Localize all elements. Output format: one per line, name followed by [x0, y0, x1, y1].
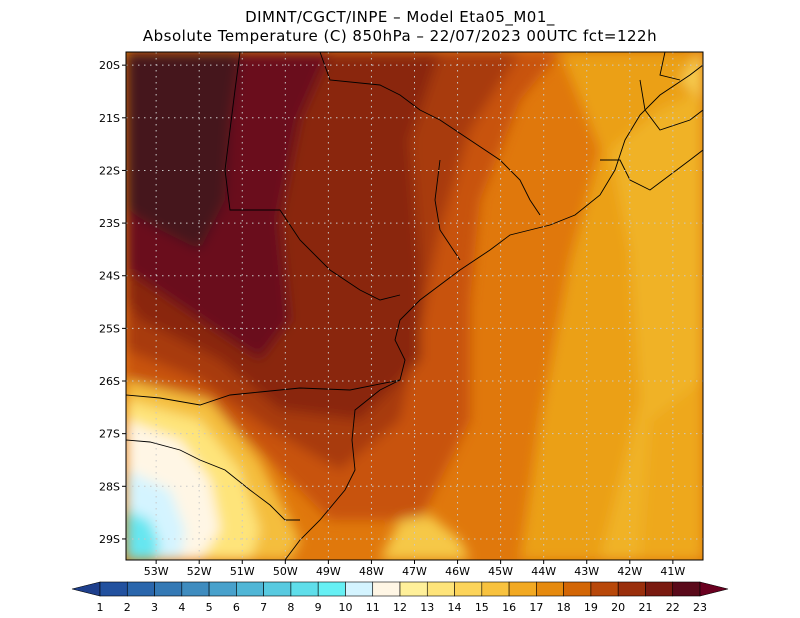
colorbar-swatch	[617, 581, 646, 597]
colorbar-swatch	[536, 581, 564, 597]
lat-tick-label: 23S	[99, 217, 120, 230]
lon-tick-label: 52W	[187, 565, 212, 578]
lon-tick-label: 47W	[402, 565, 427, 578]
colorbar-swatch	[99, 581, 128, 597]
graticule	[126, 52, 703, 560]
lat-tick-label: 29S	[99, 533, 120, 546]
lat-tick-label: 25S	[99, 322, 120, 335]
lat-tick-label: 24S	[99, 270, 120, 283]
colorbar-label: 16	[502, 601, 516, 614]
lon-tick-label: 51W	[230, 565, 255, 578]
colorbar-swatch	[563, 581, 592, 597]
colorbar-swatch	[508, 581, 537, 597]
lon-tick-label: 41W	[660, 565, 685, 578]
colorbar-label: 7	[260, 601, 267, 614]
colorbar-label: 18	[557, 601, 571, 614]
colorbar-label: 14	[448, 601, 462, 614]
lon-tick-label: 50W	[273, 565, 298, 578]
colorbar: 1 2 3 4 5 6 7 8 9 10 11 12 13 14 15 16 17 18 19 20 21 22 23	[71, 581, 729, 614]
colorbar-arrow-left	[71, 581, 101, 597]
colorbar-label: 17	[529, 601, 543, 614]
colorbar-label: 12	[393, 601, 407, 614]
lat-tick-label: 22S	[99, 164, 120, 177]
colorbar-label: 11	[366, 601, 380, 614]
boundaries	[126, 52, 703, 560]
colorbar-label: 8	[287, 601, 294, 614]
lon-tick-label: 49W	[316, 565, 341, 578]
lon-tick-label: 48W	[359, 565, 384, 578]
colorbar-swatch	[481, 581, 510, 597]
colorbar-label: 6	[233, 601, 240, 614]
colorbar-swatch	[290, 581, 319, 597]
colorbar-swatch	[126, 581, 155, 597]
colorbar-label: 13	[420, 601, 434, 614]
lat-tick-label: 28S	[99, 480, 120, 493]
colorbar-label: 2	[124, 601, 131, 614]
colorbar-swatch	[372, 581, 401, 597]
lon-tick-label: 46W	[445, 565, 470, 578]
colorbar-swatch	[317, 581, 346, 597]
colorbar-swatch	[154, 581, 183, 597]
map-title-line1: DIMNT/CGCT/INPE – Model Eta05_M01_	[245, 8, 555, 26]
colorbar-label: 9	[315, 601, 322, 614]
colorbar-label: 23	[693, 601, 707, 614]
colorbar-label: 20	[611, 601, 625, 614]
colorbar-swatch	[181, 581, 210, 597]
longitude-labels: 53W 52W 51W 50W 49W 48W 47W 46W 45W 44W 43W 42W 41W	[144, 560, 685, 578]
colorbar-label: 10	[338, 601, 352, 614]
lon-tick-label: 53W	[144, 565, 169, 578]
lon-tick-label: 43W	[574, 565, 599, 578]
lon-tick-label: 44W	[531, 565, 556, 578]
latitude-labels: 20S 21S 22S 23S 24S 25S 26S 27S 28S 29S	[99, 59, 126, 546]
colorbar-swatch	[263, 581, 292, 597]
colorbar-label: 15	[475, 601, 489, 614]
colorbar-swatch	[399, 581, 428, 597]
colorbar-label: 4	[178, 601, 185, 614]
colorbar-swatch	[426, 581, 455, 597]
colorbar-swatch	[590, 581, 619, 597]
colorbar-label: 19	[584, 601, 598, 614]
lon-tick-label: 42W	[617, 565, 642, 578]
colorbar-swatch	[454, 581, 483, 597]
lat-tick-label: 21S	[99, 112, 120, 125]
colorbar-swatch	[645, 581, 674, 597]
colorbar-label: 22	[666, 601, 680, 614]
lat-tick-label: 20S	[99, 59, 120, 72]
colorbar-label: 3	[151, 601, 158, 614]
lat-tick-label: 26S	[99, 375, 120, 388]
colorbar-swatch	[208, 581, 237, 597]
colorbar-swatch	[345, 581, 374, 597]
lat-tick-label: 27S	[99, 428, 120, 441]
colorbar-swatch	[672, 581, 701, 597]
colorbar-arrow-right	[699, 581, 729, 597]
lon-tick-label: 45W	[488, 565, 513, 578]
colorbar-label: 5	[206, 601, 213, 614]
map-title-line2: Absolute Temperature (C) 850hPa – 22/07/…	[142, 27, 658, 45]
colorbar-swatch	[236, 581, 264, 597]
colorbar-label: 21	[638, 601, 652, 614]
colorbar-label: 1	[97, 601, 104, 614]
